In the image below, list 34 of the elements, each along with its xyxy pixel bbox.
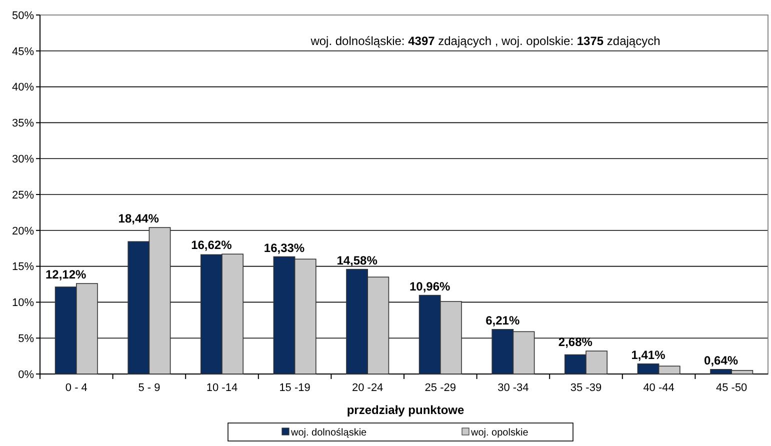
y-tick-label: 50%: [12, 10, 34, 22]
data-label: 18,44%: [118, 212, 160, 226]
y-tick-label: 5%: [18, 332, 34, 345]
y-tick-label: 0%: [18, 368, 34, 381]
x-tick-label: 20 -24: [352, 382, 384, 394]
x-tick-label: 25 -29: [424, 382, 456, 394]
x-tick-label: 45 -50: [716, 382, 748, 394]
y-tick-label: 40%: [12, 82, 34, 94]
x-tick-label: 0 - 4: [65, 382, 88, 394]
data-label: 0,64%: [704, 353, 738, 368]
x-tick-label: 35 -39: [570, 382, 602, 394]
data-label: 14,58%: [336, 253, 378, 268]
legend-label: woj. opolskie: [470, 428, 529, 438]
data-label: 12,12%: [45, 268, 87, 282]
x-tick-label: 30 -34: [498, 382, 529, 394]
y-tick-label: 35%: [12, 118, 34, 130]
data-label: 6,21%: [486, 313, 520, 328]
x-axis-title: przedziały punktowe: [346, 403, 464, 417]
y-tick-label: 25%: [12, 189, 34, 202]
data-label: 1,41%: [631, 348, 666, 362]
y-tick-label: 30%: [12, 153, 34, 166]
x-tick-label: 5 - 9: [138, 382, 160, 394]
x-tick-label: 40 -44: [643, 382, 674, 394]
legend-label: woj. dolnośląskie: [290, 428, 368, 438]
y-tick-label: 15%: [12, 261, 34, 274]
data-label: 10,96%: [409, 279, 451, 294]
y-tick-label: 45%: [12, 46, 34, 58]
data-label: 16,62%: [191, 238, 232, 252]
x-tick-label: 15 -19: [279, 382, 310, 394]
data-label: 16,33%: [264, 240, 305, 255]
y-tick-label: 10%: [12, 297, 34, 310]
annotation: woj. dolnośląskie: 4397 zdających , woj. opolskie: 1375 zdających: [310, 34, 660, 48]
x-tick-label: 10 -14: [206, 382, 238, 394]
y-tick-label: 20%: [12, 225, 34, 238]
